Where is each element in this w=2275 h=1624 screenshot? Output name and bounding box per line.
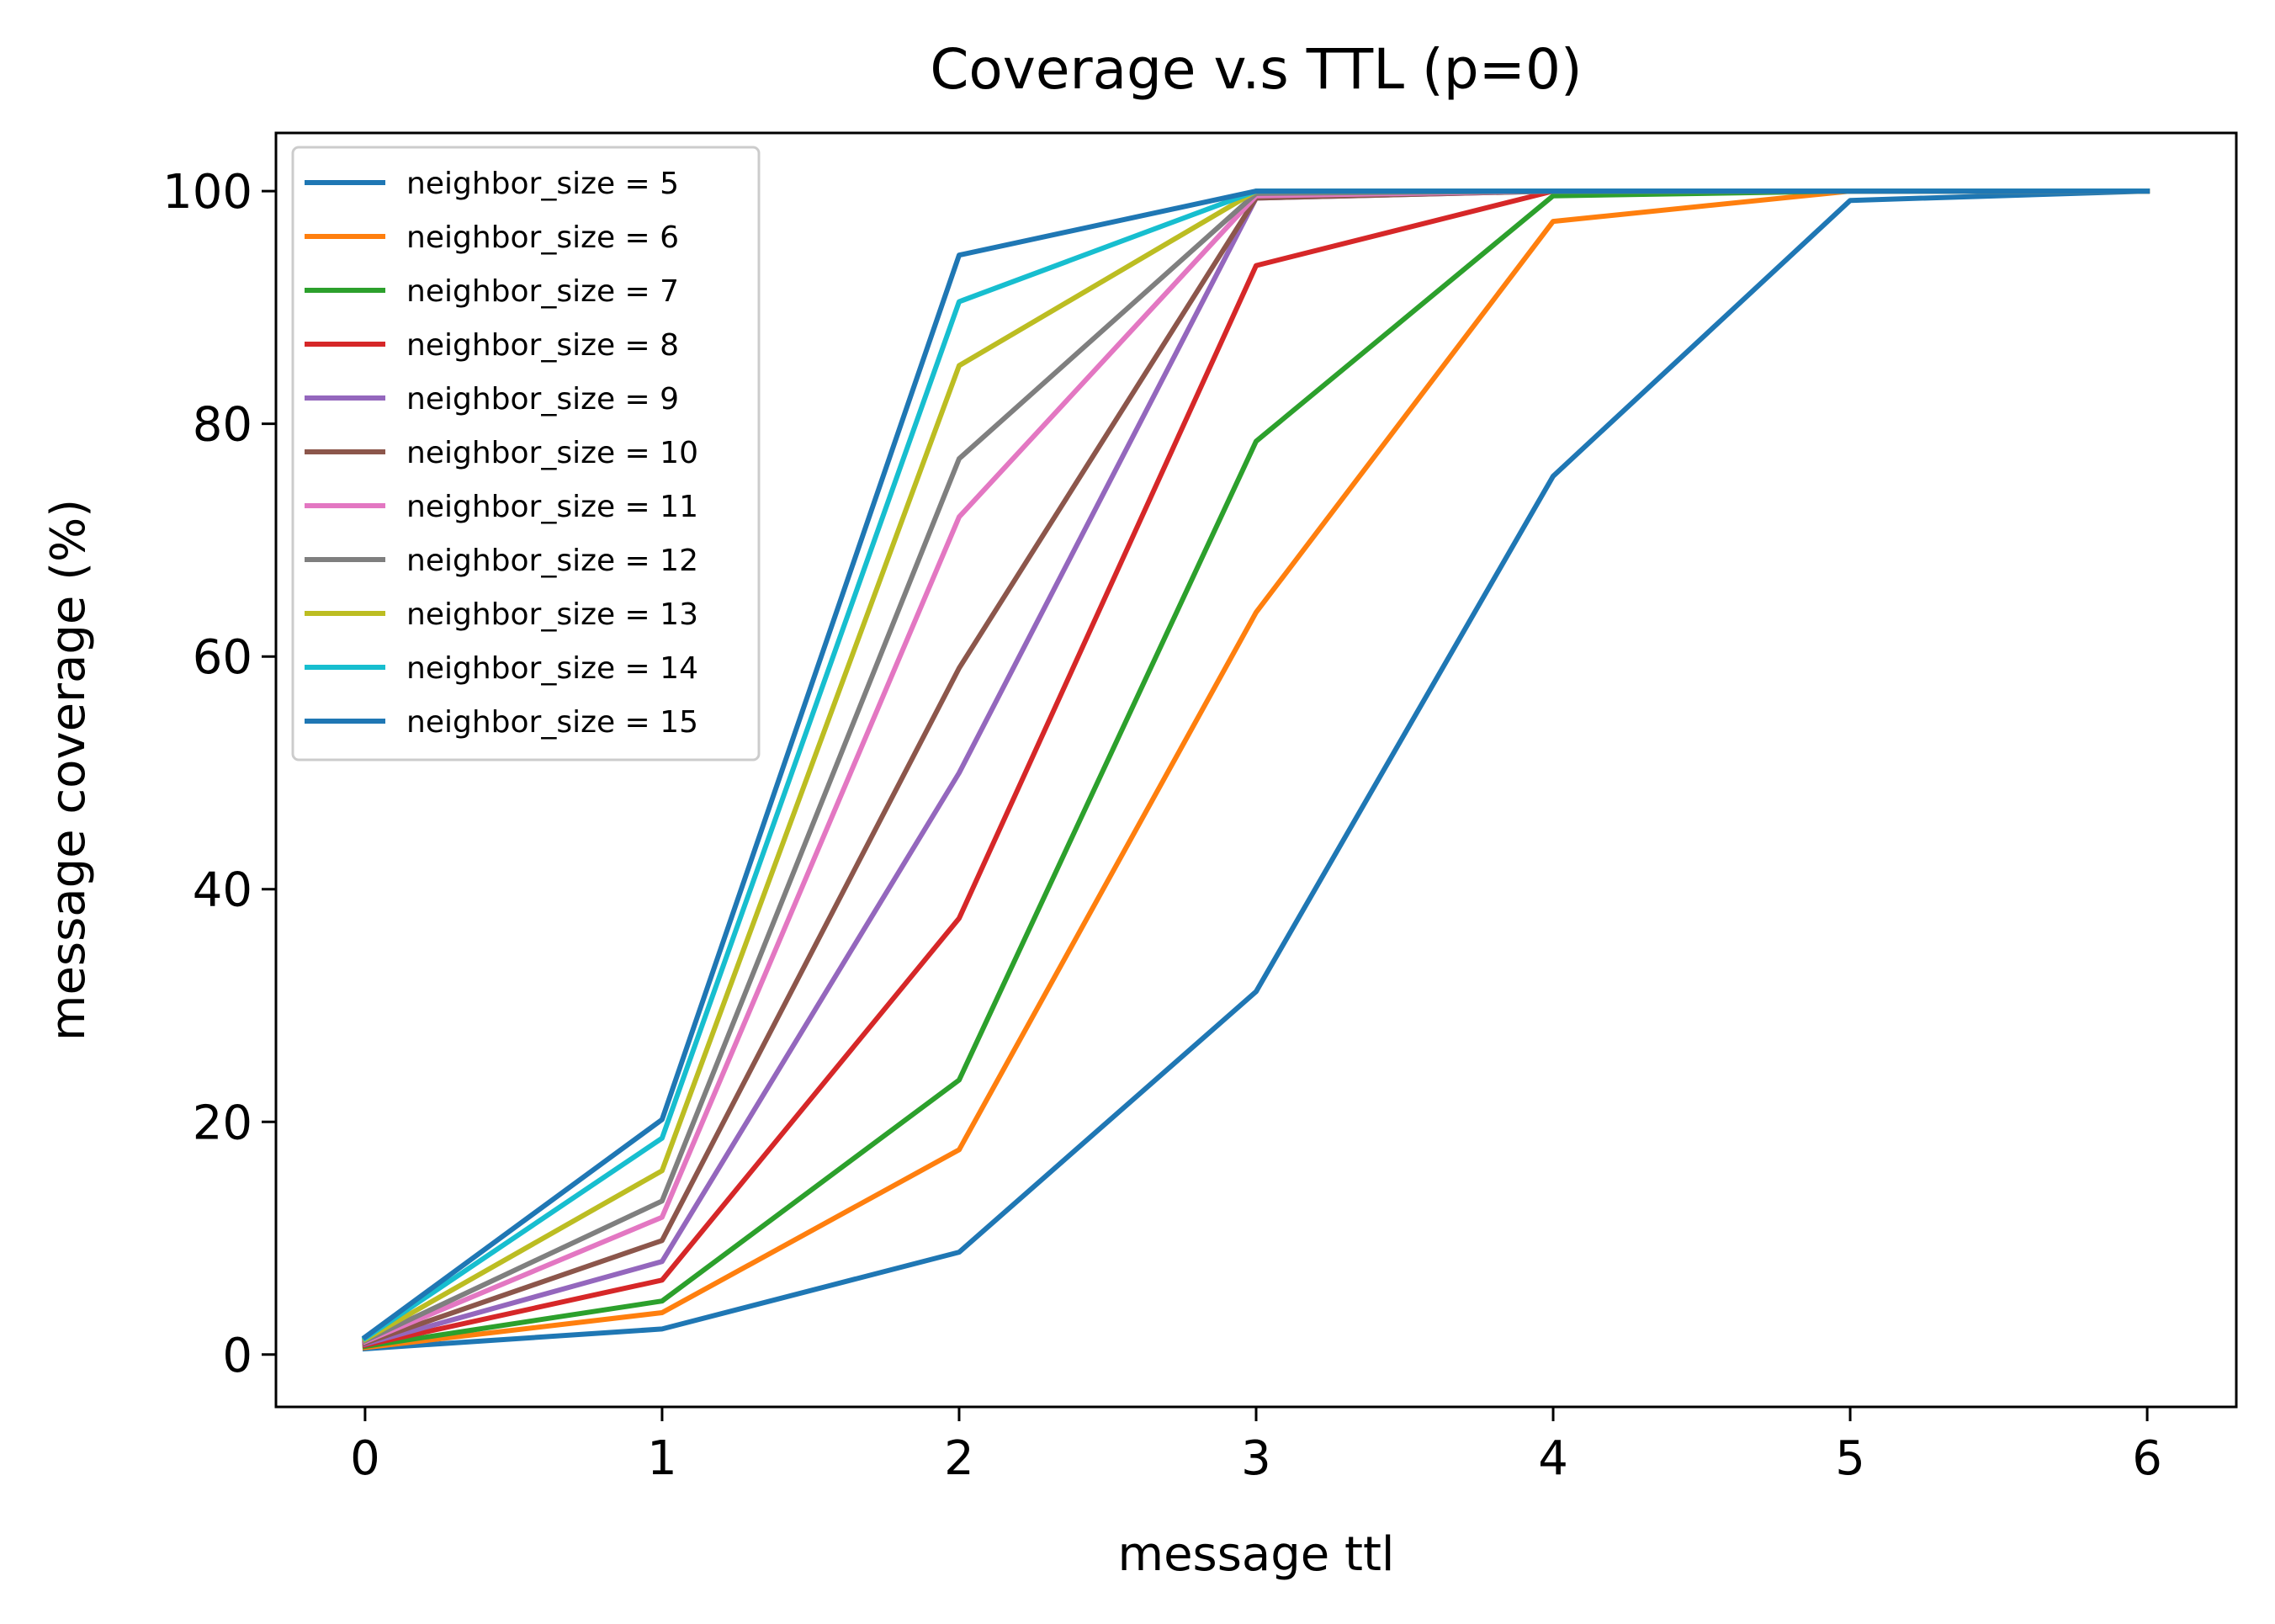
legend-label-7: neighbor_size = 12: [406, 544, 698, 578]
legend-box: [291, 146, 761, 762]
x-tick-label-0: 0: [350, 1431, 380, 1486]
y-axis-label: message coverage (%): [41, 499, 96, 1041]
y-tick-label-3: 60: [193, 630, 252, 685]
x-tick-label-5: 5: [1835, 1431, 1865, 1486]
x-tick-label-2: 2: [944, 1431, 974, 1486]
y-tick-label-5: 100: [162, 165, 252, 220]
legend-label-10: neighbor_size = 15: [406, 705, 698, 740]
x-tick-label-3: 3: [1241, 1431, 1271, 1486]
legend-label-3: neighbor_size = 8: [406, 328, 679, 363]
y-tick-label-1: 20: [193, 1096, 252, 1150]
series-lines: [361, 188, 2150, 1352]
y-tick-label-0: 0: [222, 1329, 252, 1383]
legend-label-8: neighbor_size = 13: [406, 597, 698, 632]
legend-label-2: neighbor_size = 7: [406, 274, 679, 309]
x-axis-ticks: 0 1 2 3 4 5 6: [350, 1407, 2162, 1486]
x-tick-label-1: 1: [647, 1431, 677, 1486]
legend-label-0: neighbor_size = 5: [406, 167, 679, 201]
x-tick-label-6: 6: [2132, 1431, 2162, 1486]
x-tick-label-4: 4: [1538, 1431, 1568, 1486]
legend-label-5: neighbor_size = 10: [406, 436, 698, 470]
series-line-0: [362, 188, 2150, 1352]
legend: neighbor_size = 5 neighbor_size = 6 neighb…: [291, 146, 761, 762]
legend-label-4: neighbor_size = 9: [406, 382, 679, 417]
legend-label-6: neighbor_size = 11: [406, 490, 698, 524]
legend-label-9: neighbor_size = 14: [406, 651, 698, 686]
y-tick-label-4: 80: [193, 398, 252, 453]
y-tick-label-2: 40: [193, 863, 252, 918]
x-axis-label: message ttl: [1118, 1527, 1395, 1582]
y-axis-ticks: 0 20 40 60 80 100: [162, 165, 276, 1383]
legend-label-1: neighbor_size = 6: [406, 220, 679, 255]
series-line-10: [361, 188, 2150, 1341]
chart-title: Coverage v.s TTL (p=0): [930, 37, 1582, 102]
